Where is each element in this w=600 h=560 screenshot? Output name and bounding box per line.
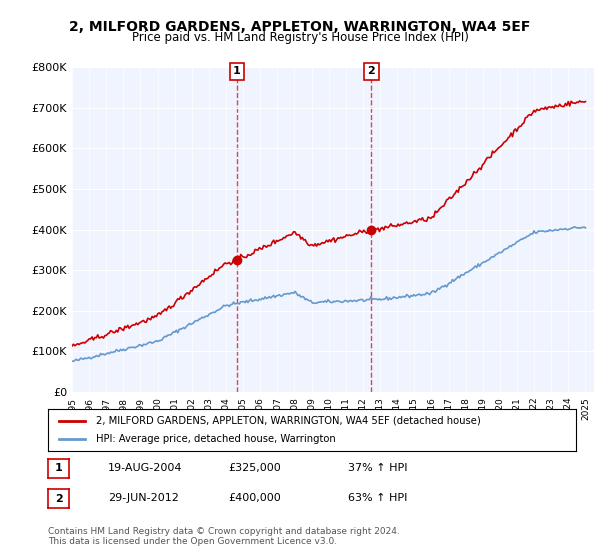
Text: 2, MILFORD GARDENS, APPLETON, WARRINGTON, WA4 5EF (detached house): 2, MILFORD GARDENS, APPLETON, WARRINGTON… bbox=[95, 416, 480, 426]
Text: Contains HM Land Registry data © Crown copyright and database right 2024.
This d: Contains HM Land Registry data © Crown c… bbox=[48, 526, 400, 546]
Text: 63% ↑ HPI: 63% ↑ HPI bbox=[348, 493, 407, 503]
Text: 2: 2 bbox=[367, 66, 375, 76]
Text: £400,000: £400,000 bbox=[228, 493, 281, 503]
Text: 1: 1 bbox=[55, 463, 62, 473]
Text: 2: 2 bbox=[55, 494, 62, 504]
Text: 1: 1 bbox=[233, 66, 241, 76]
Text: 29-JUN-2012: 29-JUN-2012 bbox=[108, 493, 179, 503]
Text: Price paid vs. HM Land Registry's House Price Index (HPI): Price paid vs. HM Land Registry's House … bbox=[131, 31, 469, 44]
Text: 2, MILFORD GARDENS, APPLETON, WARRINGTON, WA4 5EF: 2, MILFORD GARDENS, APPLETON, WARRINGTON… bbox=[70, 20, 530, 34]
Text: 19-AUG-2004: 19-AUG-2004 bbox=[108, 463, 182, 473]
Text: £325,000: £325,000 bbox=[228, 463, 281, 473]
Text: 37% ↑ HPI: 37% ↑ HPI bbox=[348, 463, 407, 473]
Text: HPI: Average price, detached house, Warrington: HPI: Average price, detached house, Warr… bbox=[95, 434, 335, 444]
